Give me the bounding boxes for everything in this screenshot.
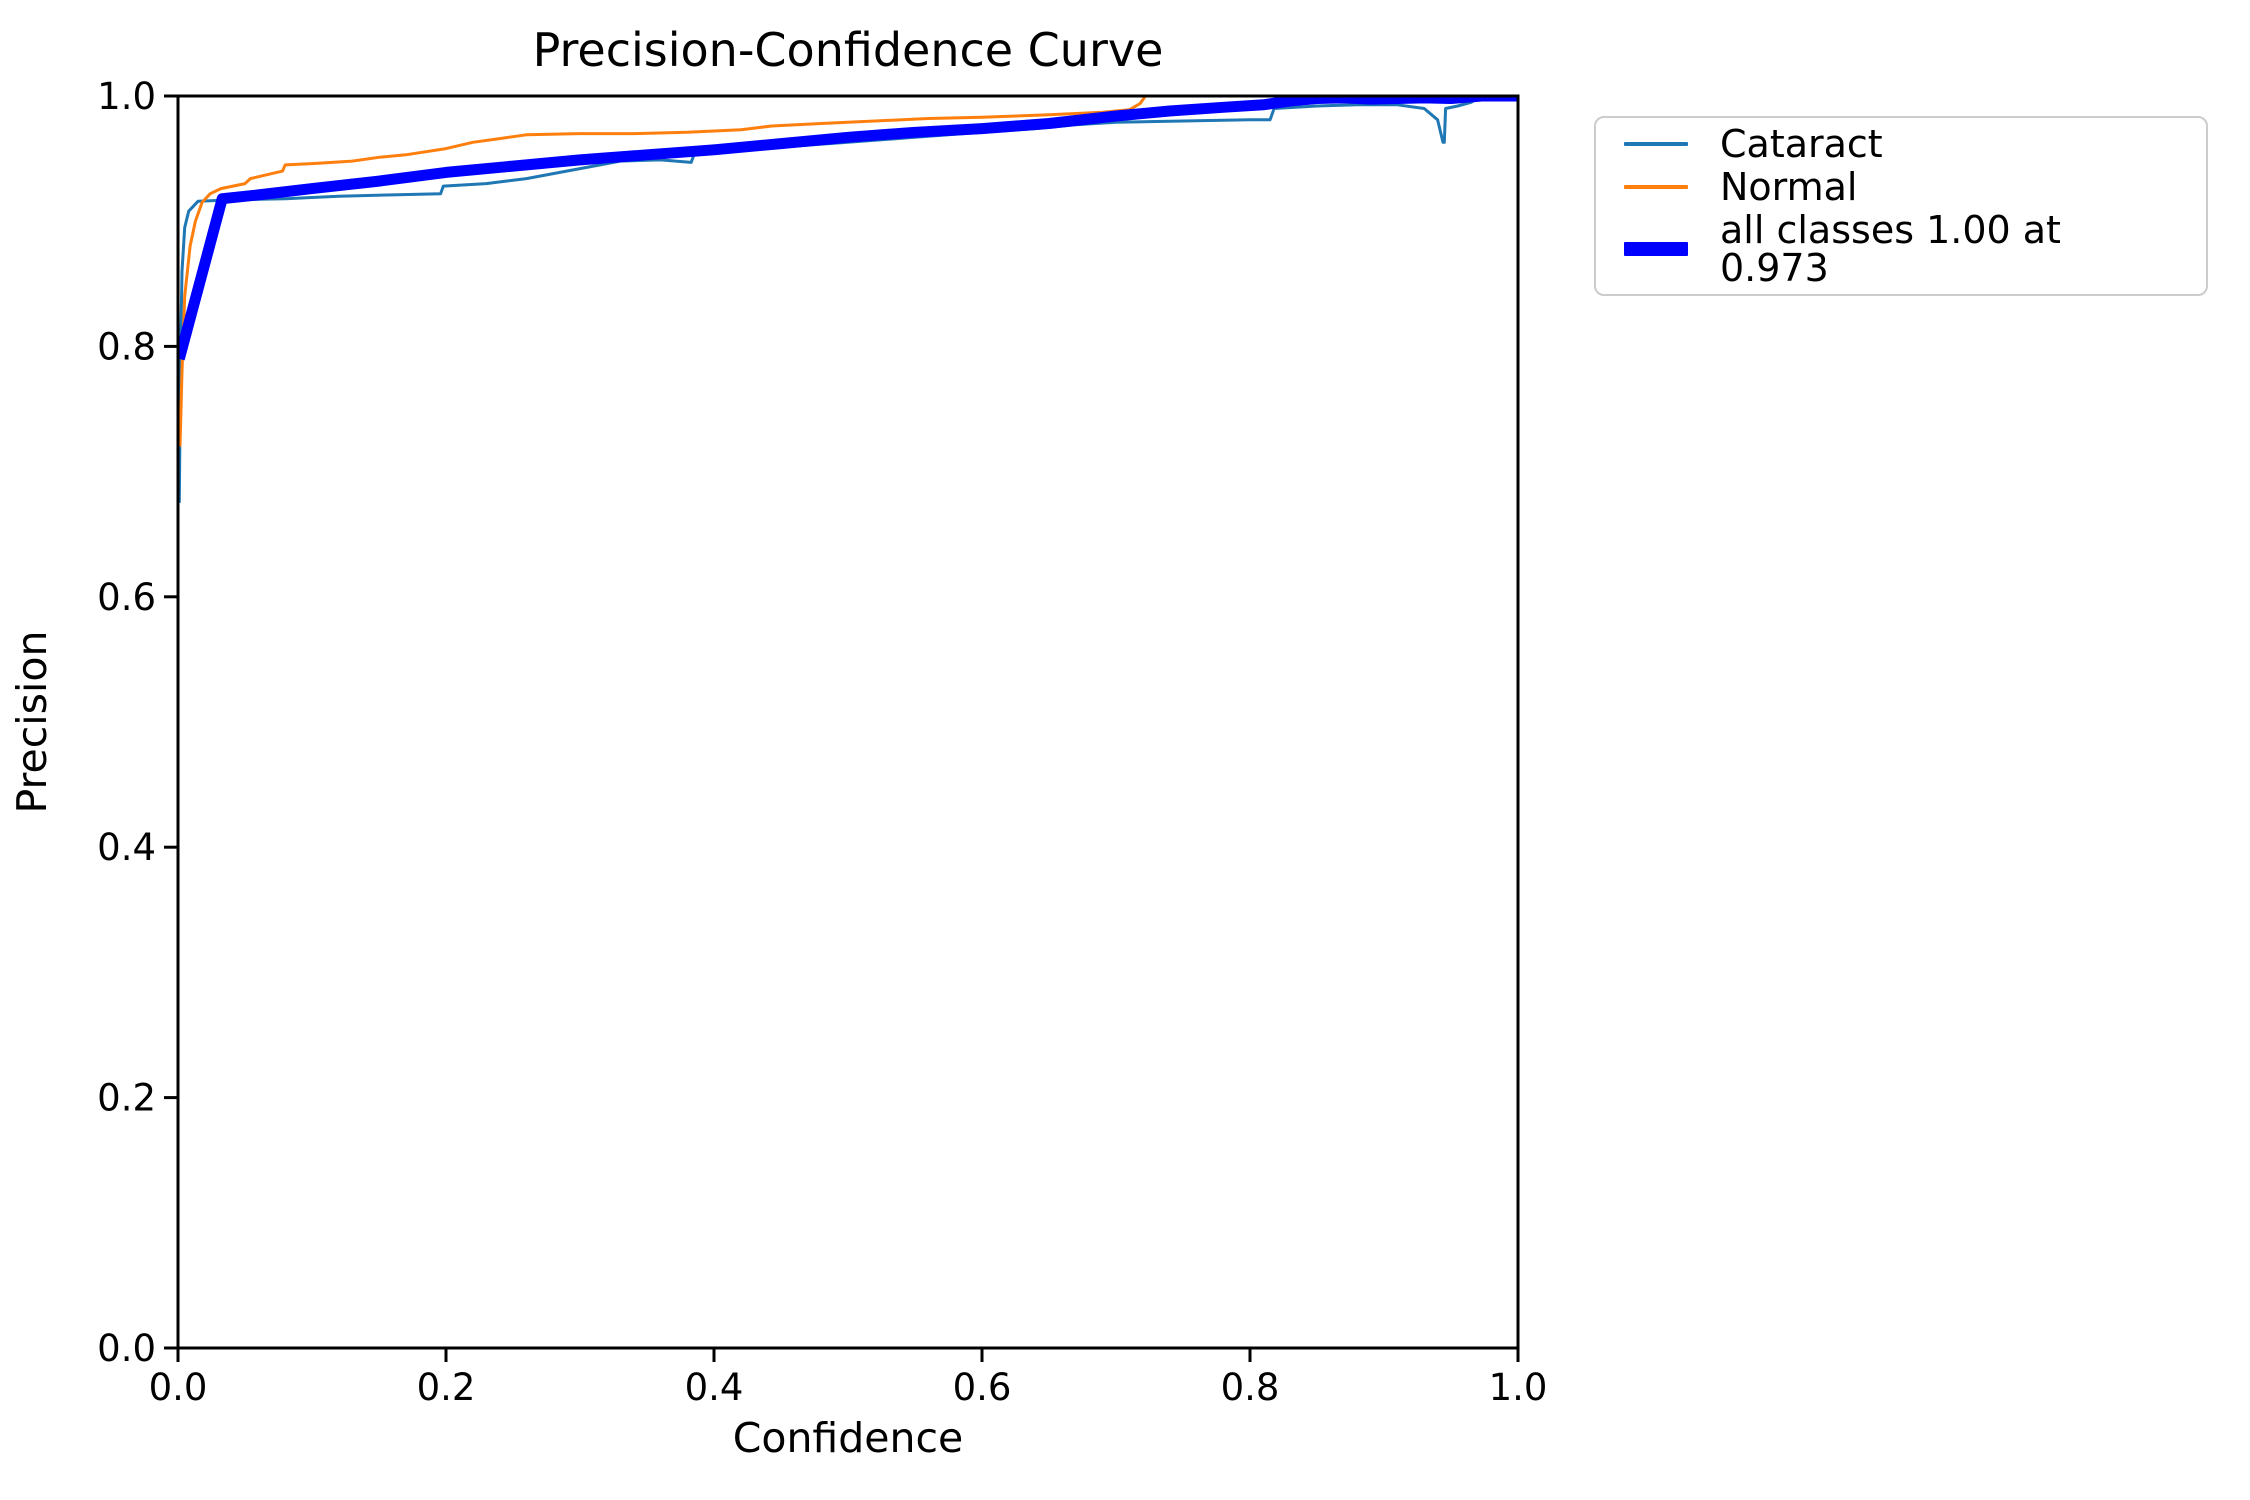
legend-label-all-classes: all classes 1.00 at 0.973 (1720, 208, 2061, 291)
legend-swatch-all-classes (1624, 242, 1688, 257)
series-lines (178, 94, 1518, 503)
x-axis-ticks: 0.0 0.2 0.4 0.6 0.8 1.0 (149, 1348, 1548, 1409)
legend-swatch-cataract (1624, 141, 1688, 146)
x-tick-label: 0.8 (1221, 1366, 1280, 1409)
series-line-normal (178, 94, 1518, 447)
y-tick-label: 1.0 (97, 75, 156, 118)
plot-spines (176, 94, 1520, 1350)
x-tick-label: 0.6 (953, 1366, 1012, 1409)
y-axis-label: Precision (8, 631, 56, 814)
x-tick-label: 0.2 (417, 1366, 476, 1409)
y-tick-label: 0.6 (97, 576, 156, 619)
legend-label-cataract: Cataract (1720, 121, 1883, 166)
legend-swatch-normal (1624, 184, 1688, 189)
y-axis-ticks: 0.0 0.2 0.4 0.6 0.8 1.0 (97, 75, 178, 1370)
legend-item-cataract: Cataract (1624, 125, 2178, 163)
y-tick-label: 0.0 (97, 1327, 156, 1370)
legend-item-all-classes: all classes 1.00 at 0.973 (1624, 211, 2178, 287)
series-line-all-classes (178, 94, 1518, 361)
x-tick-label: 0.4 (685, 1366, 744, 1409)
y-tick-label: 0.2 (97, 1077, 156, 1120)
x-tick-label: 0.0 (149, 1366, 208, 1409)
chart-title: Precision-Confidence Curve (533, 23, 1164, 77)
legend-label-normal: Normal (1720, 164, 1858, 209)
x-tick-label: 1.0 (1489, 1366, 1548, 1409)
legend-item-normal: Normal (1624, 168, 2178, 206)
y-tick-label: 0.4 (97, 826, 156, 869)
y-tick-label: 0.8 (97, 325, 156, 368)
legend: Cataract Normal all classes 1.00 at 0.97… (1594, 116, 2208, 296)
x-axis-label: Confidence (733, 1414, 964, 1462)
